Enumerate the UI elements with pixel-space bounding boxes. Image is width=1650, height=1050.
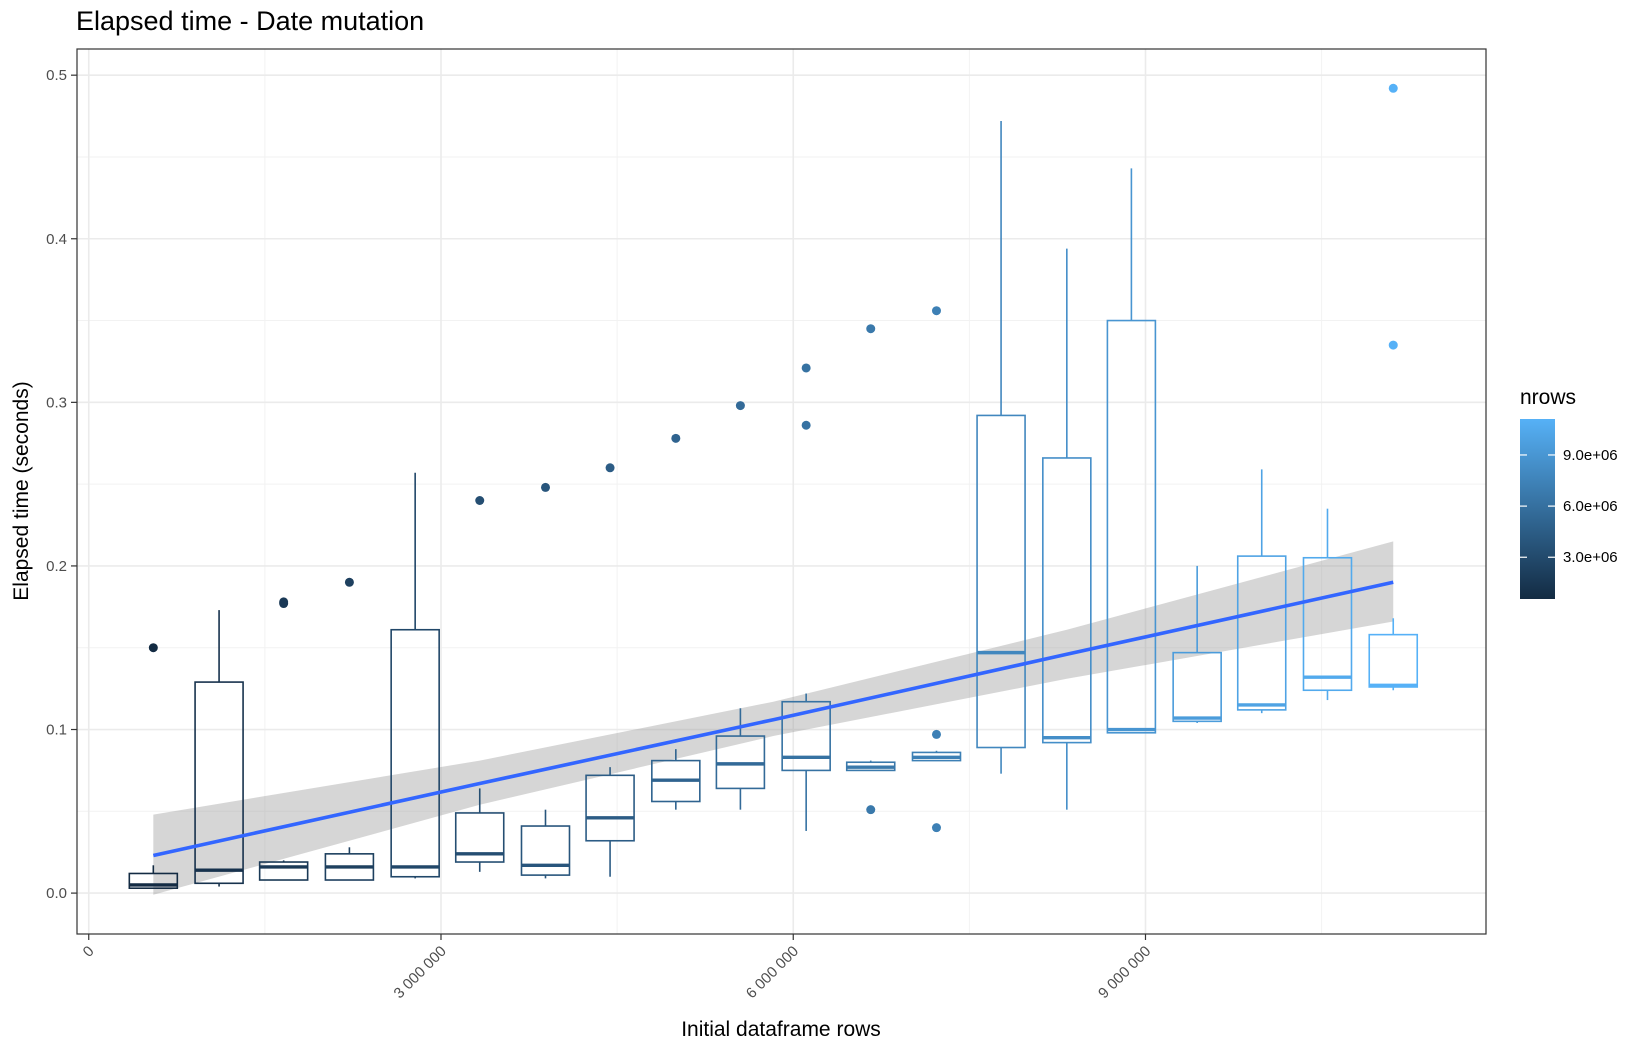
box-outlier-point xyxy=(801,363,811,373)
box-outlier-point xyxy=(931,823,941,833)
box-iqr xyxy=(520,825,571,876)
x-tick-label: 9 000 000 xyxy=(1095,943,1154,1002)
box-group xyxy=(976,120,1026,774)
box-group xyxy=(911,306,962,833)
box-group xyxy=(845,324,896,815)
box-iqr xyxy=(390,628,440,878)
box-group xyxy=(1172,565,1222,723)
box-outlier-point xyxy=(1388,340,1398,350)
box-group xyxy=(715,401,766,810)
y-tick-label: 0.0 xyxy=(46,885,67,902)
x-axis: 0 3 000 000 6 000 000 9 000 000 xyxy=(80,934,1154,1002)
smooth-regression-line xyxy=(152,580,1394,858)
legend-title: nrows xyxy=(1520,386,1576,409)
legend-tick-label: 9.0e+06 xyxy=(1563,447,1618,464)
plot-panel xyxy=(77,49,1486,934)
box-outlier-point xyxy=(344,577,354,587)
box-iqr xyxy=(194,681,244,885)
box-iqr xyxy=(781,700,831,772)
box-group xyxy=(194,610,244,887)
y-tick-label: 0.3 xyxy=(46,394,67,411)
box-iqr xyxy=(1042,457,1092,744)
box-outlier-point xyxy=(605,463,615,473)
box-iqr xyxy=(454,812,505,863)
legend-tick-label: 3.0e+06 xyxy=(1563,549,1618,566)
box-iqr xyxy=(1172,651,1222,723)
box-outlier-point xyxy=(148,643,158,653)
box-group xyxy=(781,363,831,831)
x-axis-title: Initial dataframe rows xyxy=(681,1018,881,1041)
box-outlier-point xyxy=(475,495,485,505)
box-group xyxy=(1302,508,1353,701)
box-group xyxy=(258,597,309,881)
box-group xyxy=(390,472,440,879)
box-group xyxy=(651,433,701,810)
box-layer xyxy=(128,83,1419,889)
y-tick-label: 0.4 xyxy=(46,231,67,248)
box-outlier-point xyxy=(671,433,681,443)
box-group xyxy=(128,643,179,889)
box-outlier-point xyxy=(866,324,876,334)
box-group xyxy=(585,463,635,877)
y-tick-label: 0.5 xyxy=(46,67,67,84)
box-outlier-point xyxy=(1388,83,1398,93)
box-group xyxy=(1368,83,1419,691)
y-tick-label: 0.1 xyxy=(46,722,67,739)
panel-border xyxy=(76,48,1487,935)
x-tick-label: 6 000 000 xyxy=(743,943,802,1002)
box-iqr xyxy=(1368,633,1419,688)
box-outlier-point xyxy=(540,482,550,492)
legend-colorbar xyxy=(1520,419,1555,599)
box-outlier-point xyxy=(931,306,941,316)
y-tick-label: 0.2 xyxy=(46,558,67,575)
box-group xyxy=(324,577,375,881)
box-iqr xyxy=(585,774,635,842)
box-outlier-point xyxy=(801,420,811,430)
box-group xyxy=(1236,469,1287,714)
box-outlier-point xyxy=(931,729,941,739)
box-iqr xyxy=(1106,319,1157,734)
color-legend: nrows 3.0e+06 6.0e+06 9.0e+06 xyxy=(1520,386,1618,599)
y-axis: 0.0 0.1 0.2 0.3 0.4 0.5 xyxy=(46,67,77,902)
chart-title: Elapsed time - Date mutation xyxy=(76,6,424,36)
legend-tick-label: 6.0e+06 xyxy=(1563,498,1618,515)
x-tick-label: 0 xyxy=(80,943,98,961)
box-outlier-point xyxy=(866,805,876,815)
box-group xyxy=(1106,168,1157,734)
box-iqr xyxy=(258,861,309,881)
smooth-line-layer xyxy=(152,580,1394,858)
box-iqr xyxy=(1236,555,1287,711)
y-axis-title: Elapsed time (seconds) xyxy=(10,381,33,600)
x-tick-label: 3 000 000 xyxy=(391,943,450,1002)
box-outlier-point xyxy=(735,401,745,411)
box-group xyxy=(454,495,505,872)
box-group xyxy=(520,482,571,879)
box-iqr xyxy=(1302,556,1353,692)
box-iqr xyxy=(976,414,1026,749)
box-group xyxy=(1042,248,1092,810)
box-outlier-point xyxy=(279,597,289,607)
box-iqr xyxy=(128,872,179,889)
